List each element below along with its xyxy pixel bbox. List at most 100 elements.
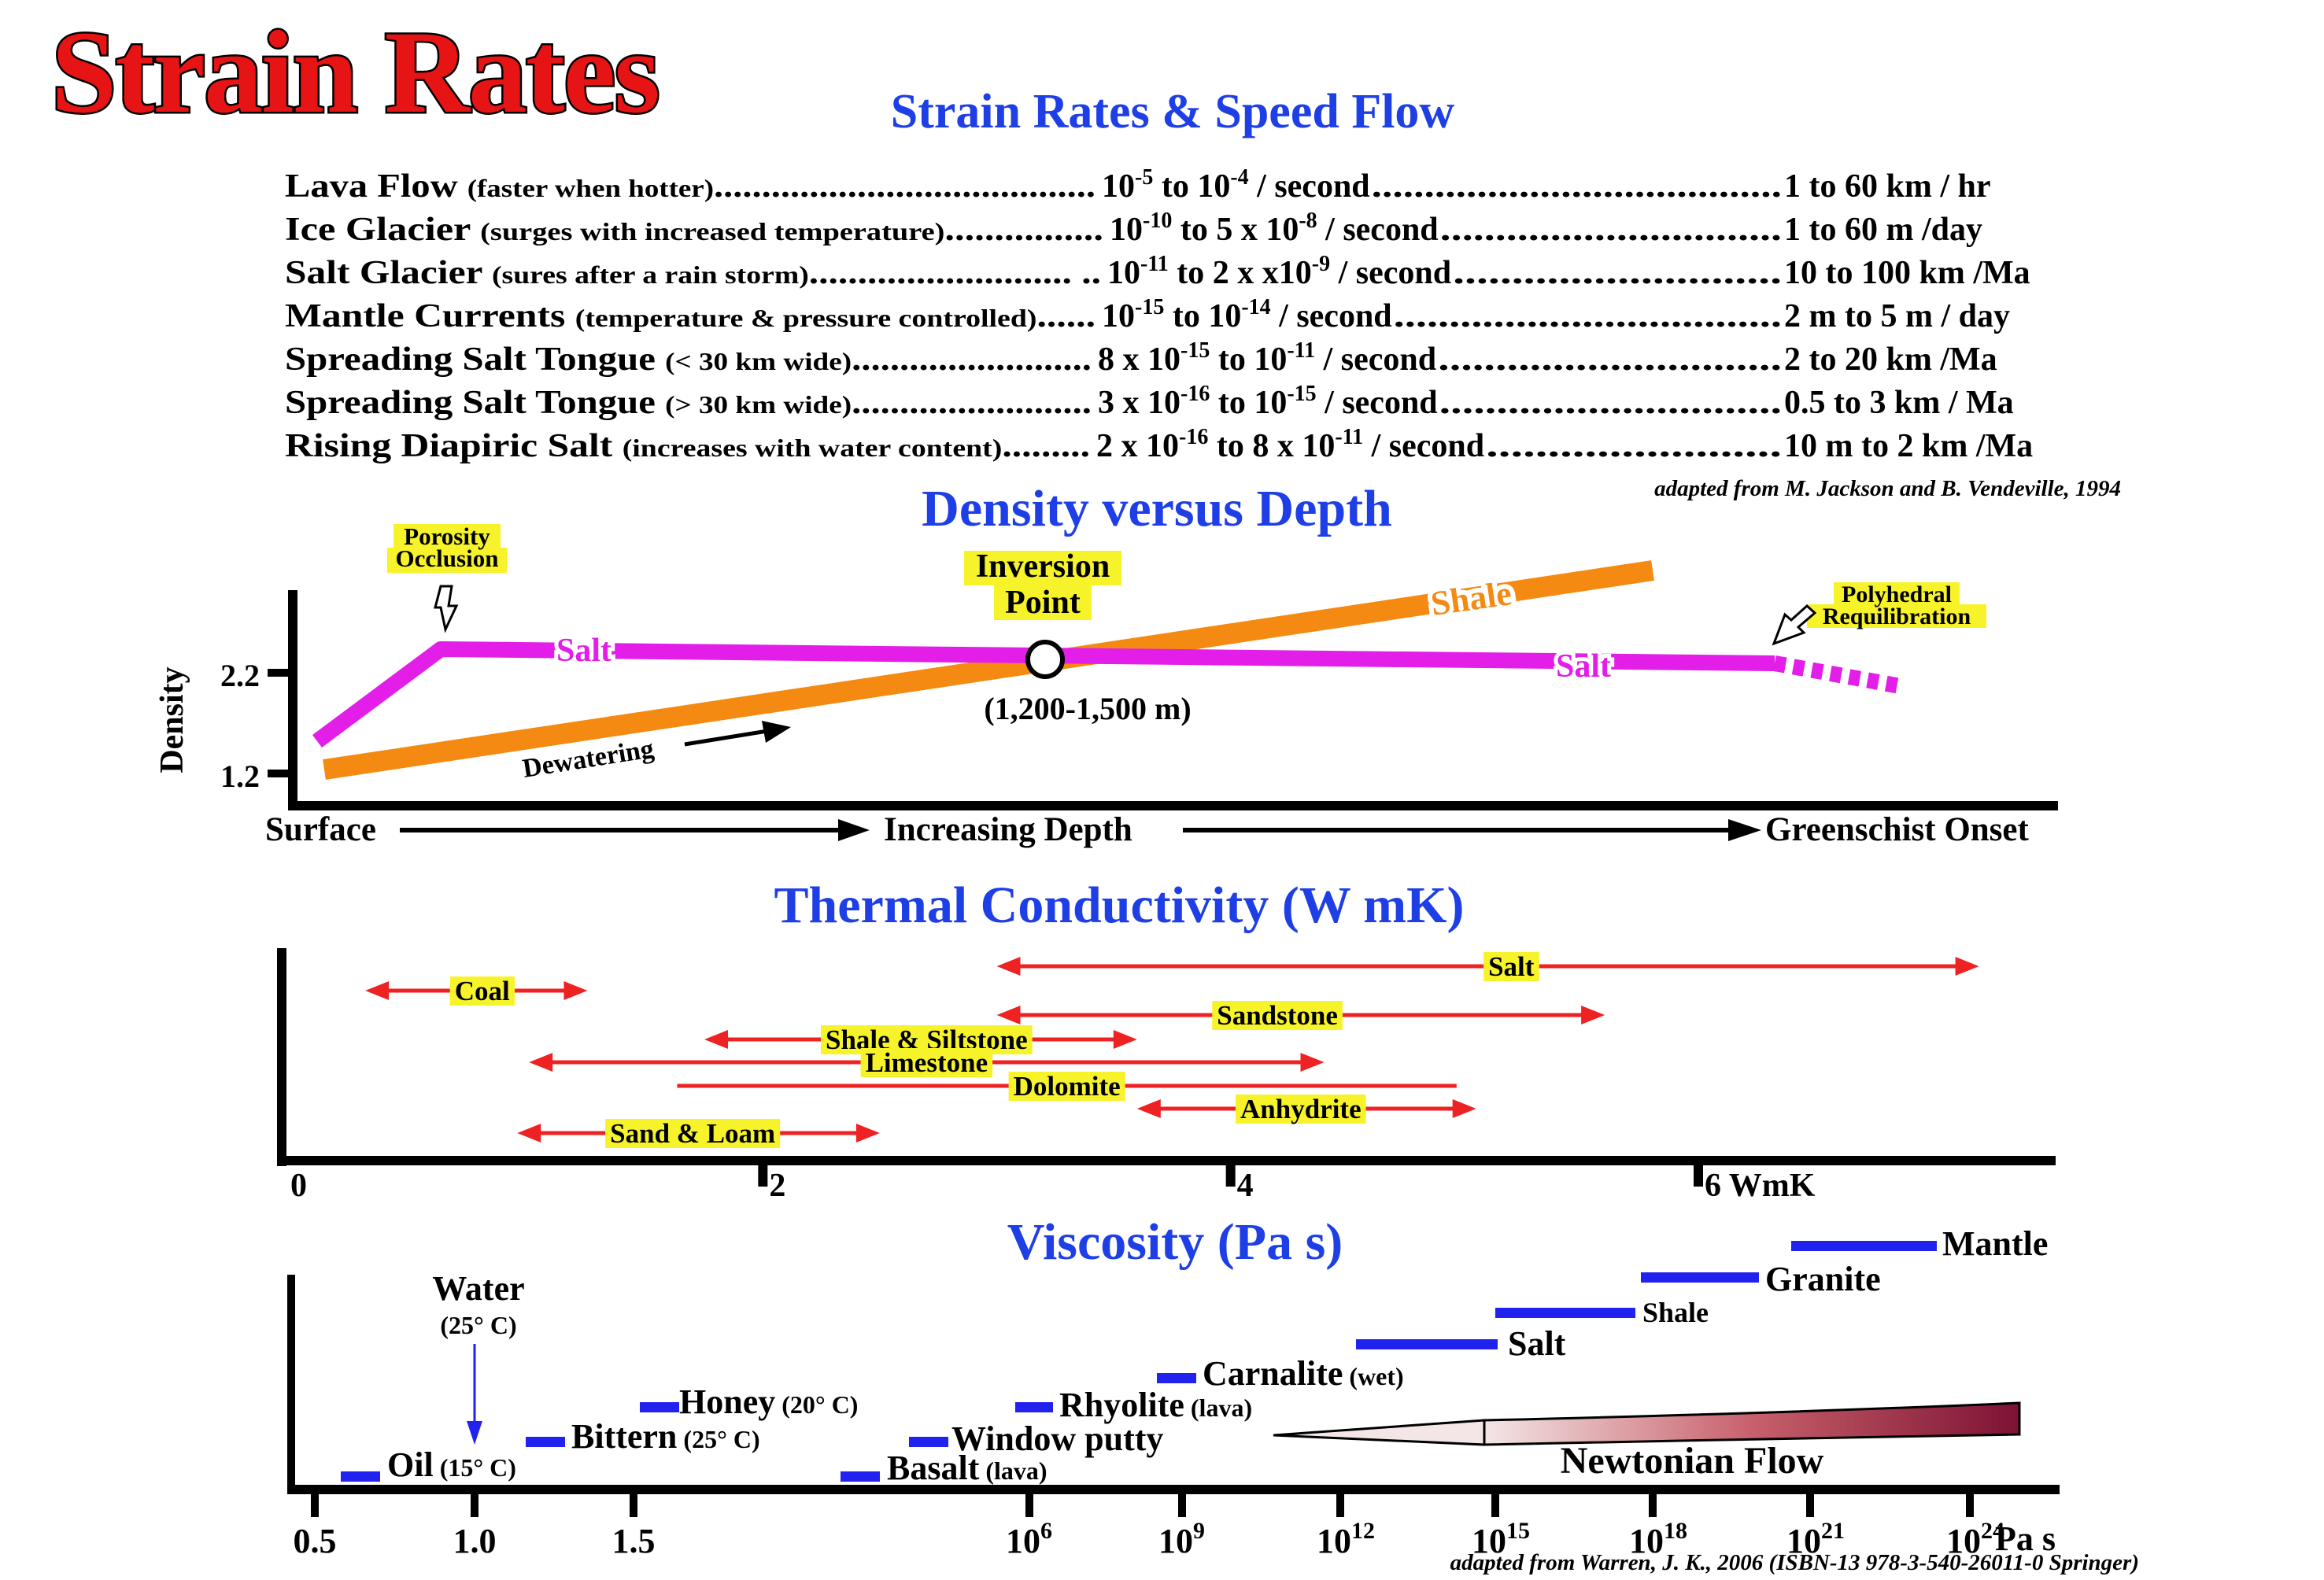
strain-material-name: Spreading Salt Tongue (285, 385, 665, 421)
thermal-arrowhead-right-icon (1300, 1053, 1325, 1072)
strain-rate-value: 10-11 to 2 x x10-9 / second (1107, 252, 1451, 291)
bittern-label: Bittern (25° C) (571, 1417, 760, 1456)
thermal-arrowhead-right-icon (1113, 1030, 1137, 1049)
viscosity-tick-label: 1015 (1472, 1518, 1530, 1560)
strain-speed-value: 2 m to 5 m / day (1784, 298, 2010, 334)
inversion-note: Inversion Point (964, 548, 1121, 621)
thermal-range-salt: Salt (996, 951, 1979, 982)
y-tick-label-1.2: 1.2 (220, 759, 260, 794)
strain-material-note: (surges with increased temperature) (480, 217, 944, 245)
depth-label-greenschist: Greenschist Onset (1765, 811, 2030, 848)
thermal-label-background (1008, 1072, 1125, 1101)
thermal-tick-label: 6 WmK (1705, 1168, 1816, 1204)
polyhedral-note: Polyhedral Requilibration (1772, 581, 1986, 646)
strain-row-label: Ice Glacier (surges with increased tempe… (285, 212, 1103, 248)
thermal-range-dolomite: Dolomite (677, 1071, 1457, 1102)
viscosity-credit: adapted from Warren, J. K., 2006 (ISBN-1… (1450, 1550, 2139, 1575)
strain-leader-dots: ....................................... (1372, 168, 1782, 205)
viscosity-tick-label: 1012 (1317, 1518, 1375, 1560)
thermal-heading: Thermal Conductivity (W mK) (774, 877, 1465, 934)
strain-leader-dots: ................ (944, 212, 1103, 248)
shale-label: Shale (1428, 574, 1514, 623)
thermal-arrowhead-left-icon (517, 1124, 541, 1143)
granite-bar (1641, 1272, 1759, 1283)
strain-rate-value: 10-5 to 10-4 / second (1102, 165, 1370, 205)
depth-label-increasing: Increasing Depth (884, 811, 1132, 848)
inversion-line-1: Inversion (976, 548, 1110, 585)
strain-speed-value: 0.5 to 3 km / Ma (1784, 385, 2014, 421)
dewatering-arrow (684, 729, 768, 747)
thermal-range-label: Limestone (866, 1047, 988, 1078)
strain-rate-value: 2 x 10-16 to 8 x 10-11 / second (1096, 425, 1484, 464)
thermal-range-label: Sandstone (1217, 1000, 1338, 1031)
strain-material-name: Rising Diapiric Salt (285, 428, 623, 464)
main-title: Strain Rates (51, 7, 659, 138)
strain-row-label: Salt Glacier (sures after a rain storm).… (285, 255, 1101, 291)
carnalite-label: Carnalite (wet) (1203, 1354, 1404, 1393)
strain-speed-value: 10 m to 2 km /Ma (1784, 428, 2033, 464)
thermal-range-limestone: Limestone (529, 1047, 1325, 1078)
strain-leader-dots: ......................... (852, 385, 1092, 421)
water-label: Water (432, 1269, 524, 1308)
salt-label-2: Salt (1556, 648, 1611, 685)
viscosity-tick-label: 1.5 (612, 1522, 656, 1560)
thermal-tick-label: 4 (1237, 1168, 1254, 1204)
salt-line-dashed (1773, 655, 1906, 695)
strain-rate-value: 10-15 to 10-14 / second (1102, 295, 1392, 334)
strain-material-name: Salt Glacier (285, 255, 492, 291)
strain-material-note: (increases with water content) (623, 434, 1003, 462)
thermal-label-background (449, 976, 515, 1006)
strain-material-name: Spreading Salt Tongue (285, 341, 665, 378)
salt-label: Salt (1508, 1324, 1566, 1363)
strain-rate-value: 3 x 10-16 to 10-15 / second (1098, 382, 1438, 421)
viscosity-tick-label: 109 (1158, 1518, 1205, 1560)
thermal-label-background (1212, 1001, 1343, 1030)
density-axis-label: Density (154, 666, 190, 773)
rhyolite-label: Rhyolite (lava) (1059, 1386, 1252, 1424)
strain-rate-value: 8 x 10-15 to 10-11 / second (1098, 338, 1436, 378)
thermal-range-anhydrite: Anhydrite (1136, 1094, 1476, 1124)
polyhedral-line-1: Polyhedral (1842, 581, 1952, 607)
carnalite-bar (1157, 1373, 1196, 1383)
strain-material-note: (temperature & pressure controlled) (575, 304, 1037, 332)
thermal-arrowhead-right-icon (1452, 1099, 1476, 1118)
thermal-arrowhead-right-icon (563, 981, 588, 1000)
strain-leader-dots: ........................ (1486, 428, 1782, 464)
density-chart: 2.2 1.2 Density Salt Salt Shale Porosity… (154, 522, 2058, 848)
thermal-arrowhead-left-icon (529, 1053, 553, 1072)
strain-row-label: Rising Diapiric Salt (increases with wat… (285, 428, 1090, 464)
strain-material-note: (< 30 km wide) (665, 347, 852, 375)
thermal-range-coal: Coal (365, 976, 588, 1006)
strain-leader-dots: ............................... (1440, 212, 1782, 248)
strain-credit: adapted from M. Jackson and B. Vendevill… (1654, 476, 2121, 501)
shale-label-viscosity: Shale (1642, 1297, 1709, 1328)
strain-leader-dots: ............................ (1453, 255, 1782, 291)
inversion-point-marker (1025, 640, 1065, 679)
thermal-tick-label: 2 (769, 1168, 785, 1204)
thermal-range-sandstone: Sandstone (996, 1000, 1605, 1031)
strain-row-label: Spreading Salt Tongue (< 30 km wide)....… (285, 341, 1092, 378)
thermal-range-label: Anhydrite (1240, 1094, 1362, 1124)
depth-arrowhead-2-icon (1728, 819, 1761, 841)
porosity-line-2: Occlusion (396, 545, 499, 572)
salt-line (312, 641, 1775, 748)
viscosity-tick-label: 1.0 (453, 1522, 497, 1560)
bittern-bar (526, 1437, 565, 1447)
y-tick-label-2.2: 2.2 (220, 658, 260, 693)
viscosity-heading: Viscosity (Pa s) (1007, 1213, 1343, 1271)
strain-leader-dots: ......................... (852, 341, 1092, 378)
strain-material-name: Mantle Currents (285, 298, 575, 334)
thermal-range-label: Sand & Loam (610, 1118, 775, 1149)
water-temp-label: (25° C) (440, 1311, 516, 1339)
thermal-arrowhead-left-icon (996, 1006, 1021, 1024)
mantle-label: Mantle (1942, 1224, 2048, 1263)
dewatering-arrowhead-icon (762, 721, 791, 743)
newtonian-flow-label: Newtonian Flow (1561, 1440, 1824, 1482)
polyhedral-arrow-icon (1772, 604, 1817, 646)
strain-rates-table: Lava Flow (faster when hotter)..........… (285, 165, 2033, 464)
